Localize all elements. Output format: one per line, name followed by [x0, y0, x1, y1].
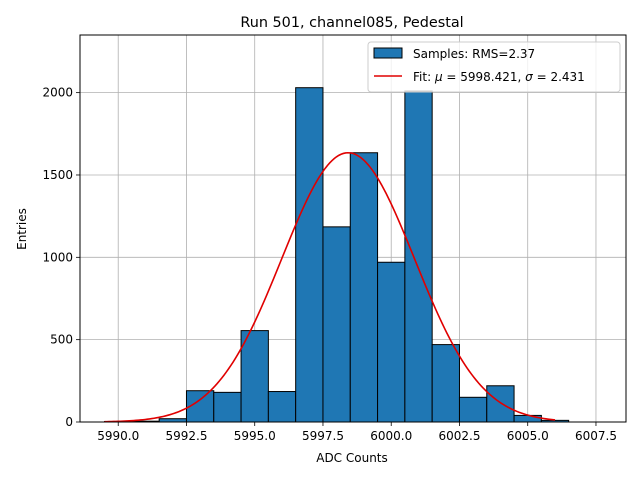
x-tick-label: 6007.5 [575, 429, 617, 443]
histogram-bar [404, 90, 433, 423]
y-tick-label: 0 [65, 415, 73, 429]
fit-curve-group [104, 151, 556, 423]
histogram-bar [322, 226, 351, 423]
legend-frame [367, 41, 621, 93]
y-axis: 0 500 1000 1500 2000 [42, 86, 80, 429]
legend-histogram-label: Samples: RMS=2.37 [413, 47, 535, 61]
legend-fit-mu-symbol: μ [434, 70, 443, 84]
histogram-bar [431, 344, 460, 423]
histogram-bar [513, 414, 542, 423]
fit-curve [104, 151, 556, 423]
legend-fit-sigma-symbol: σ [525, 70, 533, 84]
histogram-bars [104, 87, 570, 423]
y-tick-label: 1000 [42, 250, 73, 264]
x-tick-label: 5990.0 [97, 429, 139, 443]
histogram-bar [377, 261, 406, 423]
plot-frame [79, 34, 627, 423]
legend-histogram-swatch [373, 47, 403, 59]
x-tick-label: 5997.5 [302, 429, 344, 443]
legend: Samples: RMS=2.37 Fit: μ = 5998.421, σ =… [367, 41, 621, 93]
x-axis-title: ADC Counts [316, 451, 388, 465]
legend-fit-label: Fit: μ = 5998.421, σ = 2.431 [413, 70, 585, 84]
x-tick-label: 6005.0 [507, 429, 549, 443]
histogram-bar [486, 385, 515, 423]
y-tick-label: 2000 [42, 86, 73, 100]
legend-fit-mu-value: = 5998.421, [443, 70, 526, 84]
histogram-bar [240, 330, 269, 423]
legend-fit-prefix: Fit: [413, 70, 435, 84]
histogram-bar [349, 152, 379, 423]
x-tick-label: 6000.0 [370, 429, 412, 443]
legend-fit-sigma-value: = 2.431 [533, 70, 585, 84]
histogram-bar [267, 391, 297, 423]
histogram-bar [295, 87, 324, 423]
histogram-bar [213, 391, 242, 423]
histogram-bar [458, 396, 488, 423]
chart-title: Run 501, channel085, Pedestal [240, 15, 463, 31]
x-tick-label: 5992.5 [165, 429, 207, 443]
y-tick-label: 1500 [42, 168, 73, 182]
y-axis-title: Entries [15, 208, 29, 250]
x-axis: 5990.0 5992.5 5995.0 5997.5 6000.0 6002.5 6005… [97, 422, 617, 443]
x-tick-label: 6002.5 [438, 429, 480, 443]
y-tick-label: 500 [50, 333, 73, 347]
x-tick-label: 5995.0 [234, 429, 276, 443]
